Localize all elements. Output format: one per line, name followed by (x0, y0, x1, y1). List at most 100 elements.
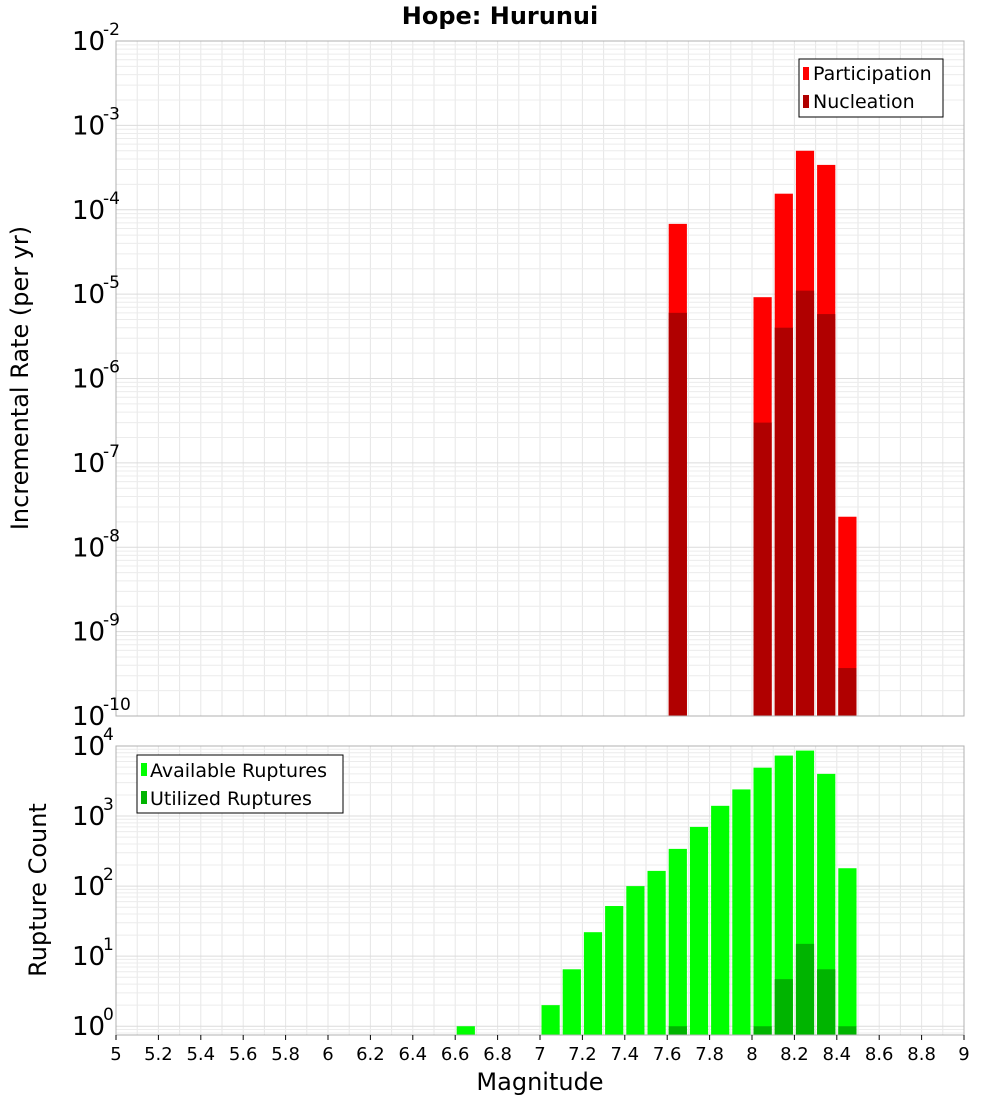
x-tick-label: 6 (322, 1044, 333, 1065)
bottom-y-tick-label: 10 (72, 732, 105, 762)
x-tick-label: 6.4 (398, 1044, 427, 1065)
x-axis-label: Magnitude (476, 1068, 603, 1096)
bottom-y-tick-label: 10 (72, 942, 105, 972)
x-tick-label: 8.6 (865, 1044, 894, 1065)
top-y-tick-exponent: -4 (103, 189, 120, 209)
top-plot-frame (115, 40, 965, 717)
x-tick-label: 8.8 (907, 1044, 936, 1065)
bottom-y-tick-exponent: 1 (103, 935, 114, 955)
top-grid (116, 40, 964, 717)
bottom-bar-utilized-ruptures (838, 1026, 857, 1035)
x-tick-label: 6.8 (483, 1044, 512, 1065)
bottom-y-tick-label: 10 (72, 872, 105, 902)
x-tick-label: 8.4 (822, 1044, 851, 1065)
legend-swatch-utilized (141, 791, 147, 804)
x-tick-label: 6.2 (356, 1044, 385, 1065)
bottom-y-tick-label: 10 (72, 1012, 105, 1042)
bottom-bar-available-ruptures (732, 789, 751, 1035)
legend-swatch-available (141, 763, 147, 776)
top-y-tick-label: 10 (72, 196, 105, 226)
x-tick-label: 7.4 (610, 1044, 639, 1065)
legend-swatch-participation (803, 67, 809, 80)
x-tick-label: 8 (746, 1044, 757, 1065)
top-bar-nucleation (795, 290, 815, 716)
bottom-bar-available-ruptures (774, 755, 793, 1035)
top-bar-nucleation (817, 314, 836, 716)
legend-label-participation: Participation (813, 63, 932, 85)
bottom-y-tick-exponent: 0 (103, 1005, 114, 1025)
top-y-axis-label: Incremental Rate (per yr) (6, 226, 34, 530)
x-tick-label: 7.8 (695, 1044, 724, 1065)
bottom-bar-available-ruptures (456, 1026, 475, 1035)
legend-swatch-nucleation (803, 95, 809, 108)
bottom-y-tick-exponent: 2 (103, 865, 114, 885)
bottom-bar-available-ruptures (838, 868, 857, 1035)
top-y-tick-label: 10 (72, 280, 105, 310)
top-y-tick-label: 10 (72, 702, 105, 732)
x-tick-label: 7.2 (568, 1044, 597, 1065)
top-legend: Participation Nucleation (798, 58, 944, 118)
bottom-bar-utilized-ruptures (795, 943, 815, 1035)
top-bar-nucleation (753, 422, 772, 716)
x-tick-label: 8.2 (780, 1044, 809, 1065)
legend-label-nucleation: Nucleation (813, 91, 915, 113)
x-tick-label: 5.8 (271, 1044, 300, 1065)
x-tick-label: 9 (958, 1044, 969, 1065)
bottom-bar-utilized-ruptures (668, 1026, 687, 1035)
x-tick-label: 5.6 (229, 1044, 258, 1065)
bottom-y-axis-label: Rupture Count (24, 803, 52, 977)
bottom-bar-available-ruptures (605, 906, 624, 1035)
x-tick-label: 5 (110, 1044, 121, 1065)
x-tick-label: 6.6 (441, 1044, 470, 1065)
bottom-bar-available-ruptures (583, 932, 603, 1035)
bottom-bar-available-ruptures (668, 848, 687, 1035)
top-y-tick-exponent: -9 (103, 611, 120, 631)
top-bar-nucleation (774, 327, 793, 716)
bottom-y-tick-exponent: 4 (103, 725, 114, 745)
bottom-bar-utilized-ruptures (753, 1026, 772, 1035)
bottom-grid (116, 745, 964, 1035)
bottom-legend-box (136, 754, 344, 814)
bottom-bar-utilized-ruptures (774, 979, 793, 1035)
chart-title: Hope: Hurunui (402, 2, 598, 30)
top-y-tick-exponent: -7 (103, 442, 120, 462)
top-y-tick-exponent: -3 (103, 104, 120, 124)
top-y-tick-exponent: -5 (103, 273, 120, 293)
x-tick-label: 7.6 (653, 1044, 682, 1065)
top-bars (668, 150, 857, 716)
bottom-bar-available-ruptures (753, 767, 772, 1035)
bottom-bar-utilized-ruptures (817, 969, 836, 1035)
x-ticks: 5 5.2 5.4 5.6 5.8 6 6.2 6.4 6.6 6.8 7 7.2 7.4 7.6 7.8 8… (110, 1035, 970, 1065)
x-tick-label: 5.2 (144, 1044, 173, 1065)
x-tick-label: 7 (534, 1044, 545, 1065)
top-y-tick-label: 10 (72, 449, 105, 479)
top-bar-nucleation (838, 668, 857, 716)
bottom-y-tick-label: 10 (72, 802, 105, 832)
bottom-bar-available-ruptures (562, 969, 581, 1035)
top-y-tick-exponent: -10 (103, 695, 131, 715)
bottom-bar-available-ruptures (689, 826, 709, 1035)
legend-label-utilized: Utilized Ruptures (150, 788, 312, 810)
bottom-bar-available-ruptures (626, 886, 645, 1035)
bottom-bar-available-ruptures (541, 1005, 560, 1035)
bottom-y-tick-exponent: 3 (103, 795, 114, 815)
bottom-bar-available-ruptures (647, 870, 666, 1035)
top-bar-participation (838, 516, 857, 716)
top-y-tick-label: 10 (72, 618, 105, 648)
bottom-bar-available-ruptures (711, 805, 730, 1035)
top-y-tick-exponent: -6 (103, 358, 120, 378)
top-bar-nucleation (668, 312, 687, 716)
x-tick-label: 5.4 (186, 1044, 215, 1065)
bottom-bars (456, 750, 857, 1035)
bottom-legend: Available Ruptures Utilized Ruptures (136, 754, 344, 814)
top-y-tick-label: 10 (72, 27, 105, 57)
top-y-tick-exponent: -8 (103, 526, 120, 546)
top-y-tick-label: 10 (72, 111, 105, 141)
top-y-tick-exponent: -2 (103, 20, 120, 40)
top-y-tick-label: 10 (72, 533, 105, 563)
